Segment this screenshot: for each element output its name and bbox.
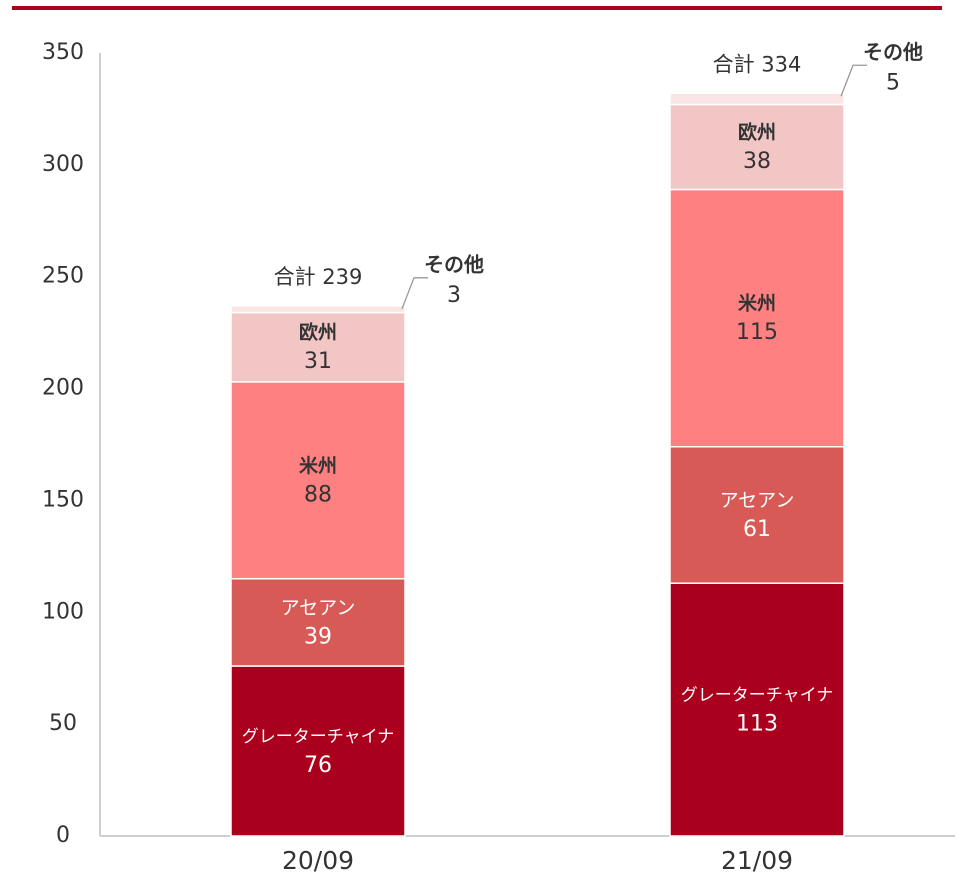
segment-value-label: 76 xyxy=(304,753,332,778)
segment-value-label: 88 xyxy=(304,482,332,507)
bar-segment xyxy=(669,92,845,106)
segment-name-label: アセアン xyxy=(281,597,356,619)
segment-value-label: 39 xyxy=(304,624,332,649)
other-name-label: その他 xyxy=(863,40,923,64)
bar-segment xyxy=(230,665,406,837)
segment-name-label: 米州 xyxy=(299,454,337,477)
segment-value-label: 113 xyxy=(736,712,778,737)
bar-segment xyxy=(230,577,406,667)
other-value-label: 3 xyxy=(447,283,461,308)
other-leader-line xyxy=(840,64,867,97)
segment-name-label: アセアン xyxy=(720,489,795,511)
other-value-label: 5 xyxy=(886,70,900,95)
y-tick-label: 100 xyxy=(42,599,84,624)
bar-segment xyxy=(230,381,406,580)
y-tick-label: 200 xyxy=(42,376,84,401)
segment-name-label: 欧州 xyxy=(299,321,337,344)
y-tick-label: 0 xyxy=(56,823,70,848)
total-label: 合計 334 xyxy=(713,52,802,76)
segment-name-label: グレーターチャイナ xyxy=(242,727,395,747)
segment-value-label: 115 xyxy=(736,320,778,345)
segment-value-label: 61 xyxy=(743,517,771,542)
bar-segment xyxy=(669,103,845,191)
other-name-label: その他 xyxy=(424,252,484,276)
x-tick-label: 21/09 xyxy=(721,846,793,875)
y-tick-label: 50 xyxy=(49,711,77,736)
segment-name-label: 欧州 xyxy=(738,120,776,143)
bar-segment xyxy=(669,582,845,837)
bar-segment xyxy=(669,188,845,448)
segment-value-label: 38 xyxy=(743,149,771,174)
y-tick-label: 300 xyxy=(42,152,84,177)
bar-segment xyxy=(230,311,406,383)
bar-segment xyxy=(230,305,406,314)
y-tick-label: 150 xyxy=(42,487,84,512)
other-leader-line xyxy=(401,277,428,310)
x-tick-label: 20/09 xyxy=(282,846,354,875)
total-label: 合計 239 xyxy=(274,265,363,289)
segment-value-label: 31 xyxy=(304,349,332,374)
y-tick-label: 250 xyxy=(42,264,84,289)
segment-name-label: グレーターチャイナ xyxy=(681,686,834,706)
y-tick-label: 350 xyxy=(42,40,84,65)
top-accent-rule xyxy=(12,6,942,10)
bar-segment xyxy=(669,445,845,584)
segment-name-label: 米州 xyxy=(738,292,776,315)
